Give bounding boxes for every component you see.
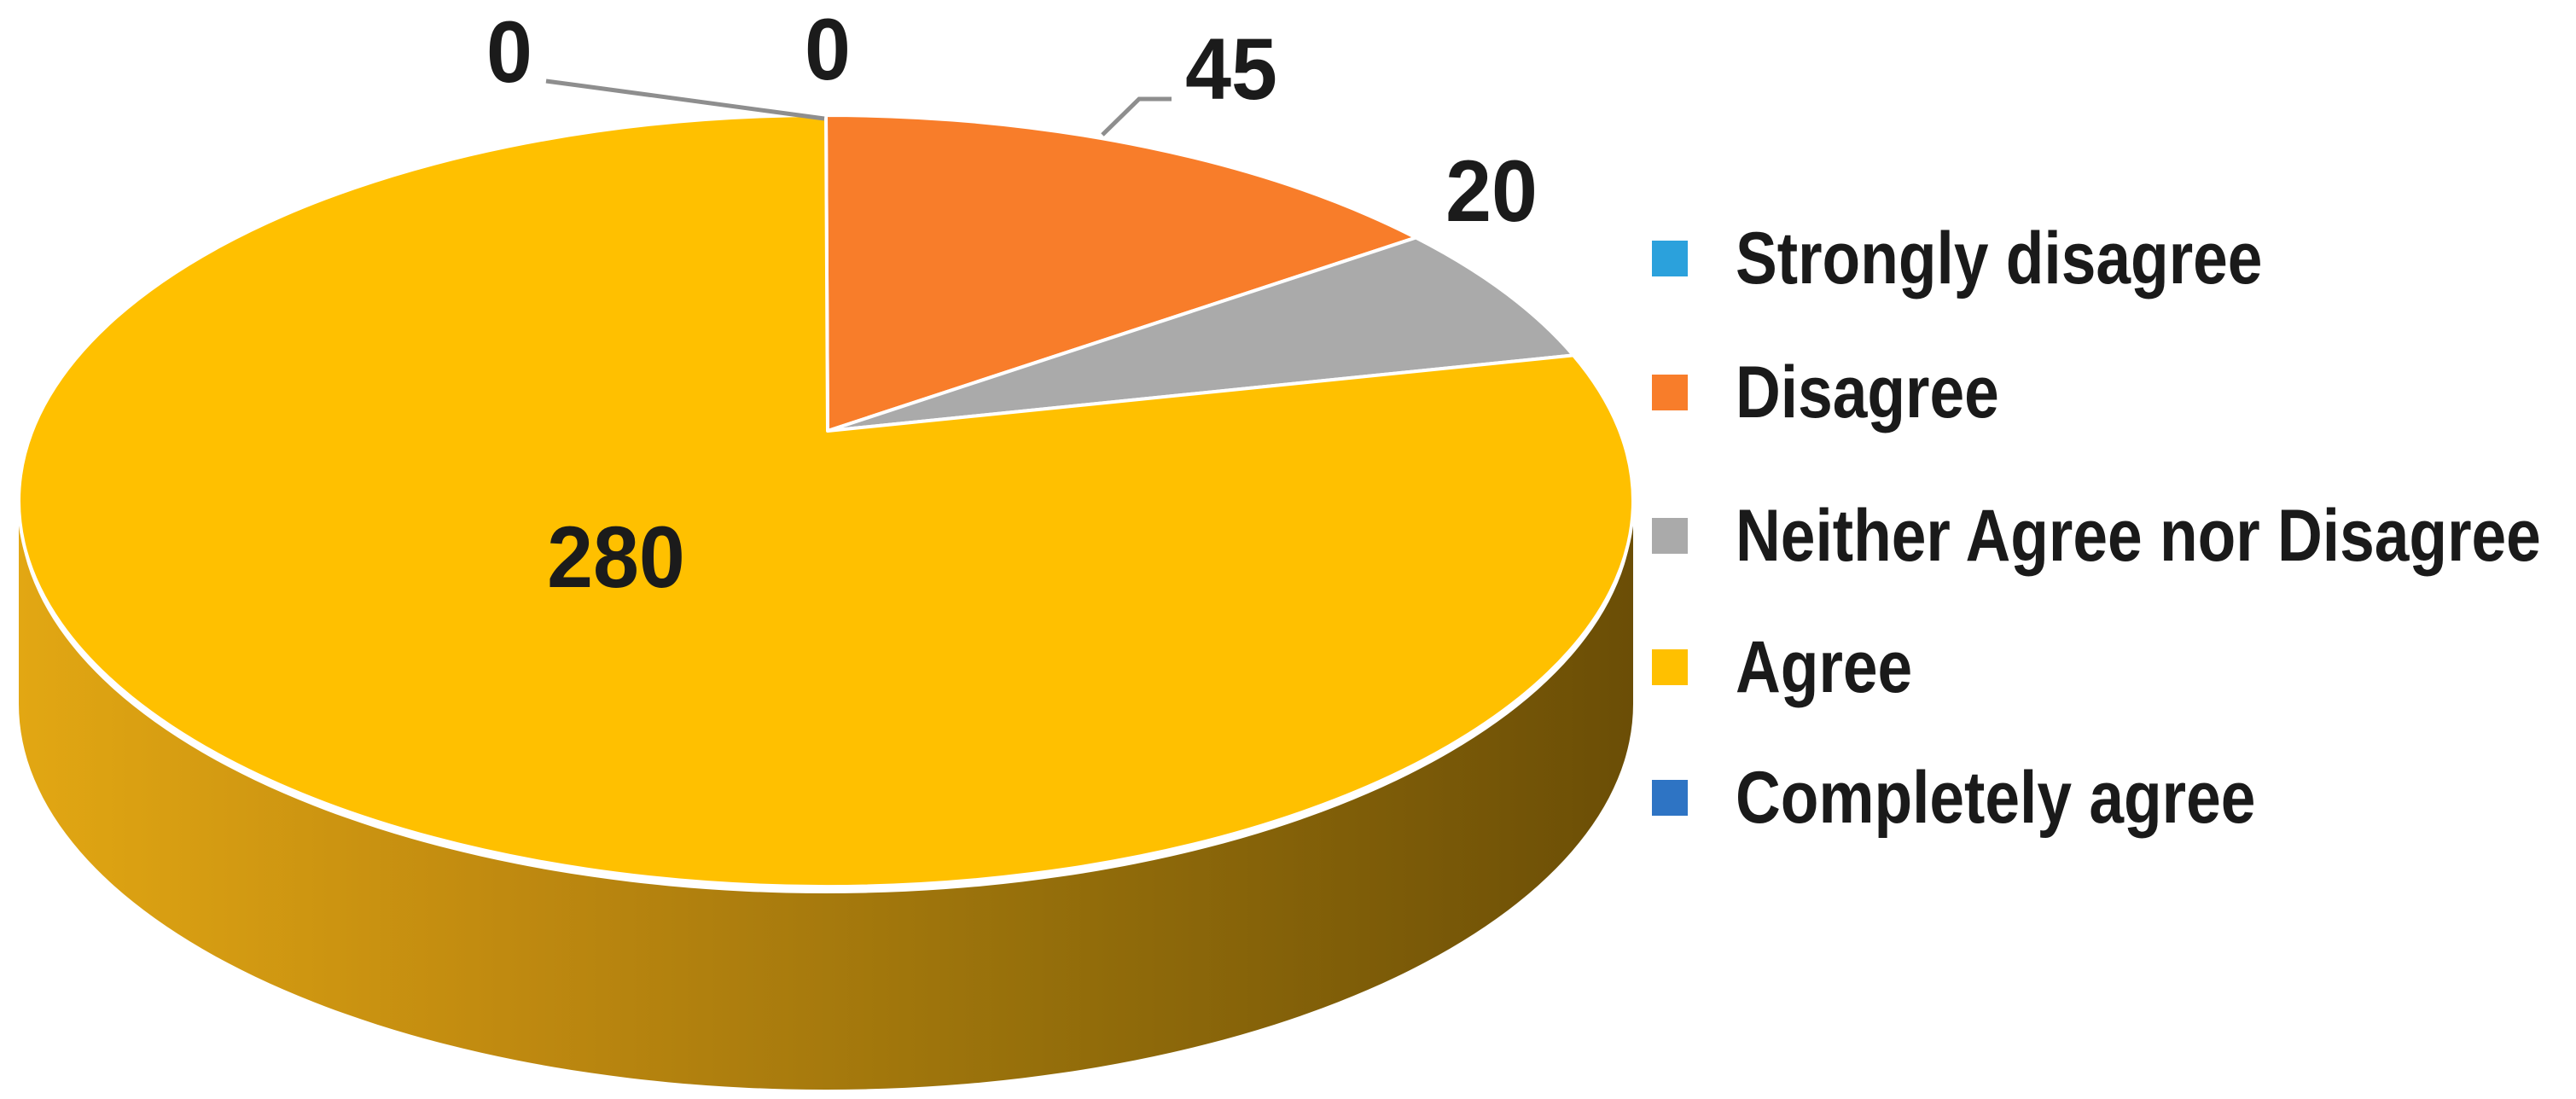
legend-item-agree: Agree xyxy=(1652,625,1944,710)
legend-item-disagree: Disagree xyxy=(1652,350,2045,435)
data-label-strongly-disagree: 0 xyxy=(805,2,851,99)
chart-legend: Strongly disagree Disagree Neither Agree n… xyxy=(1652,0,2576,1099)
leader-line-disagree xyxy=(1101,96,1172,137)
legend-swatch-agree xyxy=(1652,649,1688,685)
data-label-agree: 280 xyxy=(547,509,685,607)
legend-label-completely-agree: Completely agree xyxy=(1736,757,2256,839)
legend-label-agree: Agree xyxy=(1736,626,1913,708)
pie-slice-disagree xyxy=(824,113,1418,433)
legend-swatch-neither-agree-nor-disagree xyxy=(1652,518,1688,554)
legend-label-disagree: Disagree xyxy=(1736,352,1999,433)
legend-swatch-disagree xyxy=(1652,375,1688,410)
legend-label-neither-agree-nor-disagree: Neither Agree nor Disagree xyxy=(1736,495,2541,577)
leader-line-completely-agree xyxy=(545,78,825,121)
legend-item-strongly-disagree: Strongly disagree xyxy=(1652,216,2355,301)
legend-swatch-strongly-disagree xyxy=(1652,241,1688,276)
legend-swatch-completely-agree xyxy=(1652,780,1688,816)
legend-item-completely-agree: Completely agree xyxy=(1652,755,2347,840)
data-label-neither-agree-nor-disagree: 20 xyxy=(1445,143,1538,241)
legend-label-strongly-disagree: Strongly disagree xyxy=(1736,218,2263,299)
legend-item-neither-agree-nor-disagree: Neither Agree nor Disagree xyxy=(1652,493,2576,579)
data-label-completely-agree: 0 xyxy=(486,4,532,102)
data-label-disagree: 45 xyxy=(1185,21,1277,119)
pie-side-agree xyxy=(19,508,1633,1090)
pie-slice-agree xyxy=(17,113,1635,888)
pie-slice-neither-agree-nor-disagree xyxy=(826,236,1576,433)
pie-3d-side xyxy=(19,508,1633,1090)
